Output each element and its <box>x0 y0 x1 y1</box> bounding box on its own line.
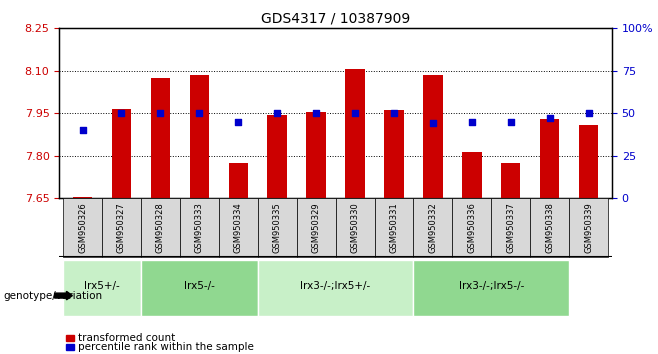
Point <box>194 110 205 116</box>
Text: GSM950331: GSM950331 <box>390 202 399 253</box>
FancyBboxPatch shape <box>569 198 608 257</box>
Text: lrx3-/-;lrx5+/-: lrx3-/-;lrx5+/- <box>301 281 370 291</box>
Bar <box>228 163 248 198</box>
Point <box>233 119 243 125</box>
Bar <box>190 75 209 198</box>
Point <box>272 110 282 116</box>
Bar <box>423 75 443 198</box>
FancyBboxPatch shape <box>530 198 569 257</box>
Text: lrx5+/-: lrx5+/- <box>84 281 120 291</box>
Bar <box>73 197 92 198</box>
FancyBboxPatch shape <box>336 198 374 257</box>
Point <box>77 127 88 133</box>
Text: GSM950333: GSM950333 <box>195 202 204 253</box>
Bar <box>307 112 326 198</box>
FancyBboxPatch shape <box>219 198 258 257</box>
FancyBboxPatch shape <box>141 260 258 315</box>
FancyBboxPatch shape <box>102 198 141 257</box>
Point <box>584 110 594 116</box>
Text: genotype/variation: genotype/variation <box>3 291 103 301</box>
Point <box>350 110 361 116</box>
FancyBboxPatch shape <box>180 198 219 257</box>
Text: lrx5-/-: lrx5-/- <box>184 281 215 291</box>
Text: GSM950336: GSM950336 <box>467 202 476 253</box>
FancyBboxPatch shape <box>452 198 492 257</box>
FancyBboxPatch shape <box>492 198 530 257</box>
FancyBboxPatch shape <box>374 198 413 257</box>
Text: GSM950328: GSM950328 <box>156 202 165 253</box>
Point <box>467 119 477 125</box>
Bar <box>384 110 404 198</box>
Text: GSM950337: GSM950337 <box>506 202 515 253</box>
FancyBboxPatch shape <box>141 198 180 257</box>
Point <box>544 115 555 121</box>
Title: GDS4317 / 10387909: GDS4317 / 10387909 <box>261 12 410 26</box>
FancyBboxPatch shape <box>413 260 569 315</box>
Text: GSM950329: GSM950329 <box>312 202 320 253</box>
Text: GSM950326: GSM950326 <box>78 202 87 253</box>
FancyBboxPatch shape <box>297 198 336 257</box>
Bar <box>540 119 559 198</box>
Bar <box>151 78 170 198</box>
Text: GSM950332: GSM950332 <box>428 202 438 253</box>
Point <box>311 110 321 116</box>
Point <box>505 119 516 125</box>
Point <box>389 110 399 116</box>
Bar <box>462 152 482 198</box>
Bar <box>501 163 520 198</box>
Text: GSM950334: GSM950334 <box>234 202 243 253</box>
FancyBboxPatch shape <box>258 260 413 315</box>
Text: GSM950330: GSM950330 <box>351 202 359 253</box>
FancyBboxPatch shape <box>63 260 141 315</box>
Text: GSM950327: GSM950327 <box>117 202 126 253</box>
Bar <box>579 125 598 198</box>
FancyBboxPatch shape <box>413 198 452 257</box>
FancyBboxPatch shape <box>63 198 102 257</box>
Bar <box>345 69 365 198</box>
Text: transformed count: transformed count <box>78 333 175 343</box>
Bar <box>267 115 287 198</box>
Bar <box>112 109 131 198</box>
Point <box>428 121 438 126</box>
Text: GSM950335: GSM950335 <box>272 202 282 253</box>
Text: GSM950338: GSM950338 <box>545 202 554 253</box>
FancyBboxPatch shape <box>258 198 297 257</box>
Text: lrx3-/-;lrx5-/-: lrx3-/-;lrx5-/- <box>459 281 524 291</box>
Text: GSM950339: GSM950339 <box>584 202 593 253</box>
Point <box>116 110 127 116</box>
Point <box>155 110 166 116</box>
Text: percentile rank within the sample: percentile rank within the sample <box>78 342 253 352</box>
